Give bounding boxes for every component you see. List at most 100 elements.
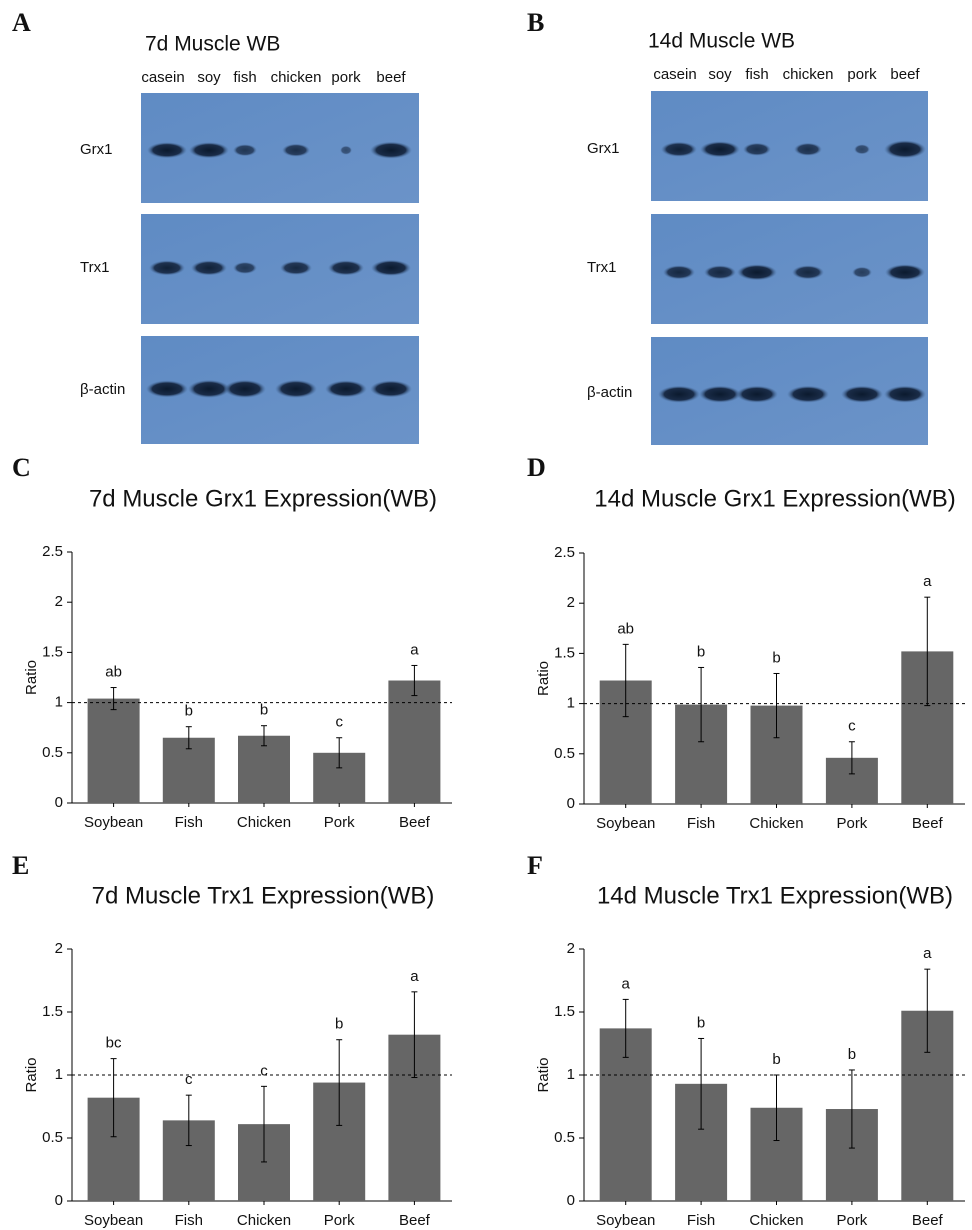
blot-band (325, 380, 367, 398)
lane-label: beef (890, 66, 920, 83)
y-tick-label: 2 (567, 940, 575, 957)
significance-letter: ab (617, 620, 634, 637)
blot-band (841, 385, 883, 403)
x-tick-label: Soybean (596, 815, 655, 832)
blot-band (854, 144, 870, 155)
blot-band (149, 260, 185, 276)
y-tick-label: 1.5 (42, 1003, 63, 1020)
blot-band (661, 141, 697, 157)
y-tick-label: 1.5 (42, 643, 63, 660)
lane-label: casein (141, 69, 184, 86)
panel-label: A (12, 8, 31, 37)
blot-band (224, 379, 266, 398)
y-tick-label: 1 (567, 1066, 575, 1083)
blot-band (370, 380, 412, 398)
chart-title: 7d Muscle Trx1 Expression(WB) (92, 882, 435, 909)
significance-letter: a (923, 945, 932, 962)
panel-label: F (527, 851, 543, 880)
y-tick-label: 0.5 (554, 1129, 575, 1146)
blot-band (884, 385, 926, 403)
x-tick-label: Soybean (84, 814, 143, 831)
blot-band (233, 261, 257, 274)
blot-image (651, 91, 928, 201)
x-tick-label: Pork (836, 1212, 867, 1229)
significance-letter: b (335, 1016, 343, 1033)
blot-band (340, 145, 352, 155)
panel-label: E (12, 851, 29, 880)
blot-title: 7d Muscle WB (145, 33, 280, 56)
blot-band (743, 142, 771, 156)
y-tick-label: 0.5 (42, 744, 63, 761)
x-tick-label: Pork (324, 1212, 355, 1229)
significance-letter: c (335, 714, 343, 731)
blot-band (787, 385, 829, 403)
lane-label: pork (847, 66, 877, 83)
panel-label: C (12, 453, 31, 482)
chart-title: 14d Muscle Grx1 Expression(WB) (594, 485, 955, 512)
panel-label: D (527, 453, 546, 482)
x-tick-label: Soybean (596, 1212, 655, 1229)
x-tick-label: Beef (399, 1212, 431, 1229)
row-label: Trx1 (80, 259, 109, 276)
y-tick-label: 0 (55, 794, 63, 811)
y-tick-label: 0.5 (554, 745, 575, 762)
y-axis-label: Ratio (535, 661, 552, 696)
panel-label: B (527, 8, 544, 37)
significance-letter: b (848, 1046, 856, 1063)
lane-label: fish (233, 69, 256, 86)
blot-band (885, 264, 925, 281)
y-tick-label: 0 (567, 795, 575, 812)
lane-label: soy (708, 66, 732, 83)
y-tick-label: 2.5 (42, 543, 63, 560)
blot-band (146, 380, 188, 398)
y-tick-label: 1 (55, 694, 63, 711)
significance-letter: a (410, 641, 419, 658)
blot-band (704, 265, 736, 280)
significance-letter: ab (105, 664, 122, 681)
x-tick-label: Beef (399, 814, 431, 831)
lane-label: pork (331, 69, 361, 86)
lane-label: chicken (271, 69, 322, 86)
x-tick-label: Beef (912, 815, 944, 832)
y-tick-label: 1 (55, 1066, 63, 1083)
x-tick-label: Fish (175, 814, 203, 831)
bar (388, 680, 441, 803)
x-tick-label: Pork (836, 815, 867, 832)
y-tick-label: 2 (55, 940, 63, 957)
blot-band (282, 143, 310, 157)
blot-band (275, 379, 317, 398)
y-tick-label: 1 (567, 695, 575, 712)
blot-band (792, 265, 824, 280)
x-tick-label: Beef (912, 1212, 944, 1229)
y-tick-label: 0 (567, 1192, 575, 1209)
x-tick-label: Fish (175, 1212, 203, 1229)
x-tick-label: Chicken (749, 1212, 803, 1229)
y-tick-label: 0 (55, 1192, 63, 1209)
significance-letter: b (772, 649, 780, 666)
significance-letter: a (622, 975, 631, 992)
y-tick-label: 1.5 (554, 644, 575, 661)
row-label: Grx1 (587, 140, 620, 157)
blot-title: 14d Muscle WB (648, 30, 795, 53)
lane-label: beef (376, 69, 406, 86)
significance-letter: b (697, 1014, 705, 1031)
x-tick-label: Chicken (237, 1212, 291, 1229)
row-label: β-actin (587, 384, 632, 401)
blot-band (371, 259, 411, 276)
x-tick-label: Pork (324, 814, 355, 831)
row-label: β-actin (80, 381, 125, 398)
bar (87, 698, 140, 803)
row-label: Grx1 (80, 141, 113, 158)
blot-image (651, 214, 928, 324)
lane-label: chicken (783, 66, 834, 83)
blot-band (280, 260, 312, 275)
blot-band (852, 266, 872, 278)
y-tick-label: 1.5 (554, 1003, 575, 1020)
blot-band (188, 379, 230, 398)
lane-label: soy (197, 69, 221, 86)
y-tick-label: 2.5 (554, 544, 575, 561)
significance-letter: c (260, 1062, 268, 1079)
blot-band (658, 385, 700, 403)
x-tick-label: Fish (687, 815, 715, 832)
